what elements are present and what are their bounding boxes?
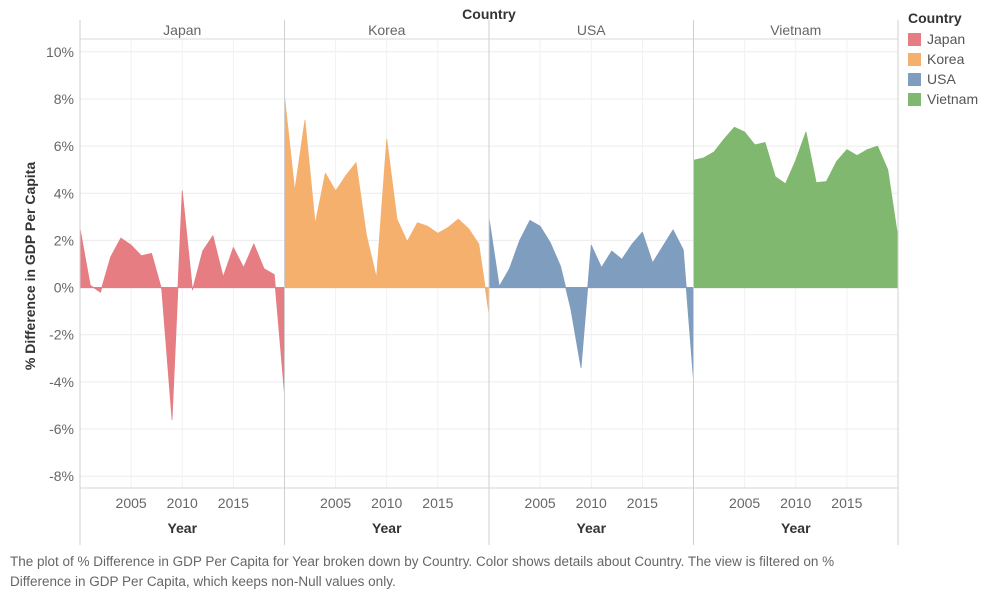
y-axis-label: % Difference in GDP Per Capita — [22, 162, 38, 370]
y-tick-label: 0% — [54, 280, 74, 296]
y-tick-label: 4% — [54, 185, 74, 201]
x-tick-label: 2015 — [831, 495, 862, 511]
chart-caption: The plot of % Difference in GDP Per Capi… — [10, 554, 835, 589]
panel-header-korea: Korea — [368, 22, 406, 38]
y-tick-label: 6% — [54, 138, 74, 154]
x-tick-label: 2010 — [371, 495, 402, 511]
legend-title: Country — [908, 10, 962, 26]
panel-usa: USA 2005 2010 2015 Year — [488, 22, 694, 536]
panel-vietnam: Vietnam 2005 2010 2015 Year — [693, 22, 899, 536]
chart-title: Country — [462, 6, 516, 22]
panel-korea: Korea 2005 2010 2015 Year — [284, 22, 490, 536]
legend-item-japan[interactable]: Japan — [908, 29, 998, 49]
panel-japan: Japan 2005 2010 2015 Year — [79, 22, 285, 536]
legend: Country Japan Korea USA Vietnam — [908, 10, 998, 109]
x-axis-label: Year — [576, 520, 606, 536]
legend-label-usa: USA — [927, 71, 956, 87]
x-axis-label: Year — [372, 520, 402, 536]
x-tick-label: 2015 — [218, 495, 249, 511]
area-japan — [79, 190, 285, 421]
x-tick-label: 2015 — [422, 495, 453, 511]
x-tick-label: 2010 — [780, 495, 811, 511]
legend-swatch-vietnam — [908, 92, 921, 106]
x-tick-label: 2010 — [576, 495, 607, 511]
panel-header-vietnam: Vietnam — [770, 22, 821, 38]
x-tick-label: 2005 — [729, 495, 760, 511]
legend-item-usa[interactable]: USA — [908, 69, 998, 89]
y-tick-label: 8% — [54, 91, 74, 107]
x-tick-label: 2005 — [525, 495, 556, 511]
legend-swatch-japan — [908, 32, 921, 46]
legend-swatch-korea — [908, 52, 921, 66]
y-tick-label: -2% — [49, 327, 74, 343]
area-usa — [488, 217, 694, 380]
y-tick-label: 10% — [46, 44, 74, 60]
legend-swatch-usa — [908, 72, 921, 86]
panel-header-usa: USA — [577, 22, 606, 38]
x-tick-label: 2015 — [627, 495, 658, 511]
area-korea — [284, 96, 490, 314]
x-tick-label: 2005 — [320, 495, 351, 511]
area-vietnam — [693, 126, 899, 288]
y-tick-label: -6% — [49, 421, 74, 437]
legend-label-japan: Japan — [927, 31, 966, 47]
y-tick-label: 2% — [54, 232, 74, 248]
legend-item-korea[interactable]: Korea — [908, 49, 998, 69]
legend-label-korea: Korea — [927, 51, 965, 67]
x-axis-label: Year — [781, 520, 811, 536]
x-axis-label: Year — [167, 520, 197, 536]
y-tick-label: -4% — [49, 374, 74, 390]
y-tick-label: -8% — [49, 468, 74, 484]
legend-label-vietnam: Vietnam — [927, 91, 979, 107]
legend-item-vietnam[interactable]: Vietnam — [908, 89, 998, 109]
x-tick-label: 2010 — [167, 495, 198, 511]
x-tick-label: 2005 — [116, 495, 147, 511]
panel-header-japan: Japan — [163, 22, 201, 38]
